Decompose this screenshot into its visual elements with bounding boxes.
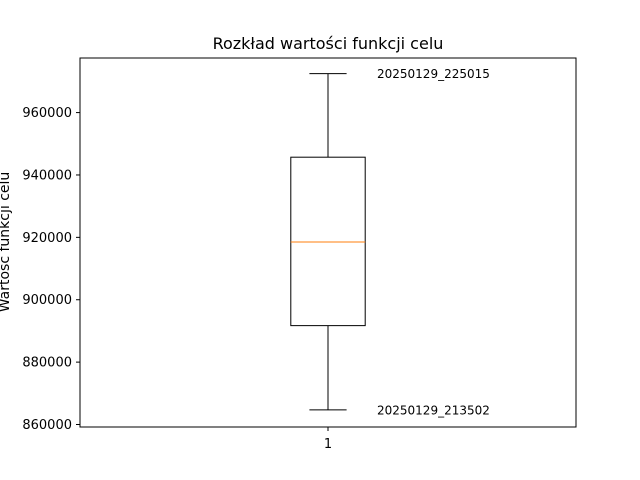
y-tick-label: 900000 (22, 293, 72, 308)
box-series (290, 73, 366, 411)
x-axis: 1 (324, 427, 332, 452)
point-annotation: 20250129_225015 (377, 67, 490, 81)
x-tick-label: 1 (324, 437, 332, 452)
y-tick-label: 880000 (22, 356, 72, 371)
point-annotation: 20250129_213502 (377, 403, 490, 417)
y-axis: 860000 880000 900000 920000 940000 960000 (22, 106, 80, 433)
y-tick-label: 860000 (22, 418, 72, 433)
y-tick-label: 920000 (22, 231, 72, 246)
annotations: 20250129_225015 20250129_213502 (377, 67, 490, 417)
iqr-box (290, 156, 366, 327)
y-axis-label: Wartość funkcji celu (0, 172, 13, 313)
y-tick-label: 960000 (22, 106, 72, 121)
y-tick-label: 940000 (22, 168, 72, 183)
chart-title: Rozkład wartości funkcji celu (213, 34, 444, 53)
